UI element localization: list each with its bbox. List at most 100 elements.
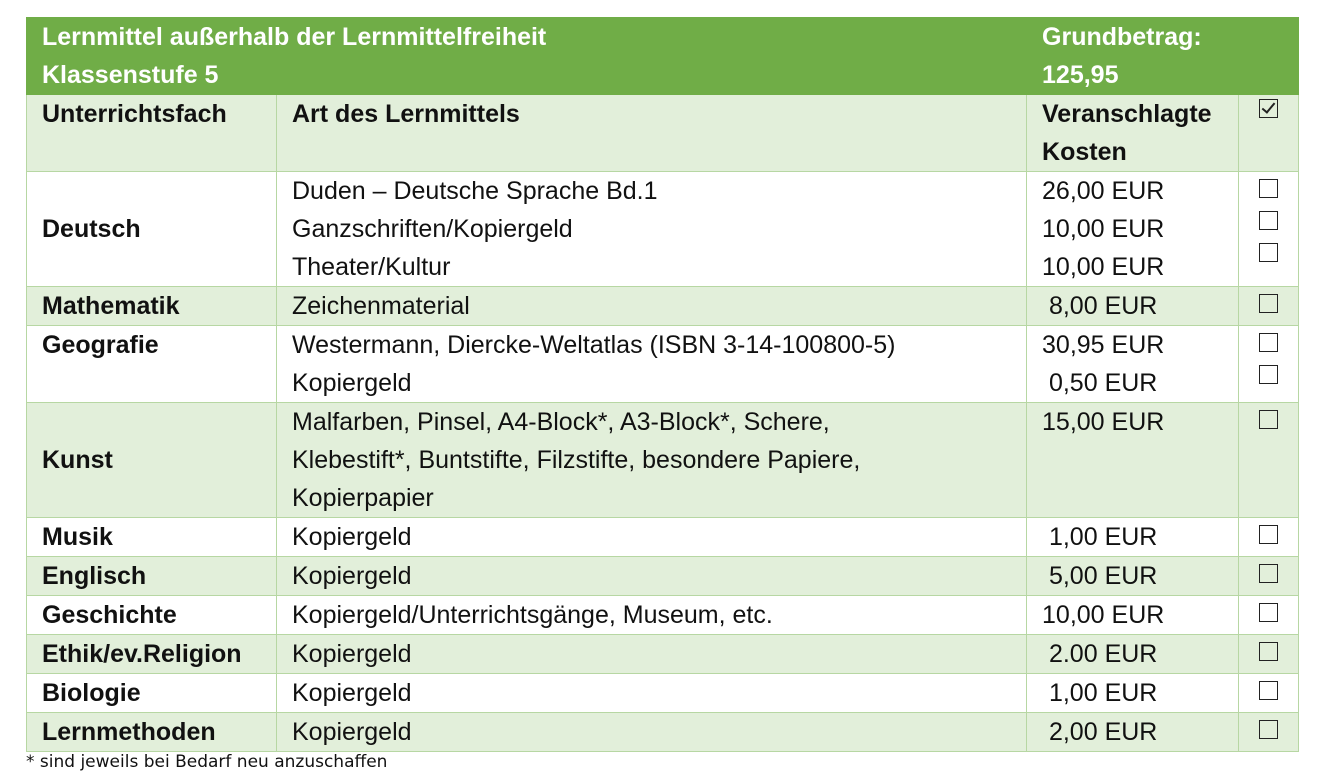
checkbox-cell: [1238, 517, 1300, 557]
item-line: Theater/Kultur: [292, 253, 451, 281]
item-line: Zeichenmaterial: [292, 292, 470, 320]
subject-cell: Musik: [26, 517, 277, 557]
item-line: Kopiergeld: [292, 562, 412, 590]
cost-value: 0,50 EUR: [1042, 369, 1158, 397]
cost-value: 1,00 EUR: [1042, 523, 1158, 551]
checkbox-icon[interactable]: [1259, 720, 1279, 739]
cost-value: 26,00 EUR: [1042, 177, 1165, 205]
checkbox-icon[interactable]: [1259, 681, 1279, 700]
col-header-subject: Unterrichtsfach: [26, 94, 277, 172]
checkbox-icon[interactable]: [1259, 525, 1279, 544]
checkbox-icon[interactable]: [1259, 294, 1279, 313]
lernmittel-table: Lernmittel außerhalb der Lernmittelfreih…: [25, 17, 1300, 752]
item-cell: Zeichenmaterial: [275, 286, 1028, 326]
cost-cell: 2,00 EUR: [1026, 712, 1240, 752]
table-row: Lernmethoden Kopiergeld 2,00 EUR: [26, 712, 1300, 752]
cost-value: 5,00 EUR: [1042, 562, 1158, 590]
item-line: Klebestift*, Buntstifte, Filzstifte, bes…: [292, 446, 861, 474]
col-header-cost-line-2: Kosten: [1042, 138, 1127, 166]
checkbox-icon[interactable]: [1259, 564, 1279, 583]
checkbox-icon[interactable]: [1259, 211, 1279, 230]
checkbox-cell: [1238, 634, 1300, 674]
checkbox-icon[interactable]: [1259, 179, 1279, 198]
checkbox-icon[interactable]: [1259, 603, 1279, 622]
cost-value: 10,00 EUR: [1042, 215, 1165, 243]
cost-value: 1,00 EUR: [1042, 679, 1158, 707]
item-cell: Kopiergeld: [275, 634, 1028, 674]
subject-cell: Mathematik: [26, 286, 277, 326]
subject-cell: Kunst: [26, 402, 277, 518]
cost-cell: 30,95 EUR 0,50 EUR: [1026, 325, 1240, 403]
item-cell: Westermann, Diercke-Weltatlas (ISBN 3-14…: [275, 325, 1028, 403]
item-line: Malfarben, Pinsel, A4-Block*, A3-Block*,…: [292, 408, 830, 436]
cost-cell: 5,00 EUR: [1026, 556, 1240, 596]
cost-value: 30,95 EUR: [1042, 331, 1165, 359]
footnote: * sind jeweils bei Bedarf neu anzuschaff…: [26, 752, 388, 772]
table-row: Biologie Kopiergeld 1,00 EUR: [26, 673, 1300, 713]
checkbox-icon[interactable]: [1259, 642, 1279, 661]
checkbox-cell: [1238, 556, 1300, 596]
checked-checkbox-icon[interactable]: [1259, 99, 1279, 118]
checkbox-icon[interactable]: [1259, 410, 1279, 429]
checkbox-icon[interactable]: [1259, 365, 1279, 384]
col-header-cost: Veranschlagte Kosten: [1026, 94, 1240, 172]
grundbetrag: Grundbetrag: 125,95: [1026, 17, 1300, 95]
item-cell: Duden – Deutsche Sprache Bd.1 Ganzschrift…: [275, 171, 1028, 287]
item-cell: Kopiergeld/Unterrichtsgänge, Museum, etc…: [275, 595, 1028, 635]
table-row: Geografie Westermann, Diercke-Weltatlas (…: [26, 325, 1300, 403]
checkbox-cell: [1238, 171, 1300, 287]
subject-cell: Ethik/ev.Religion: [26, 634, 277, 674]
cost-cell: 15,00 EUR: [1026, 402, 1240, 518]
grundbetrag-label: Grundbetrag:: [1042, 23, 1202, 51]
item-line: Ganzschriften/Kopiergeld: [292, 215, 573, 243]
column-header-row: Unterrichtsfach Art des Lernmittels Vera…: [26, 94, 1300, 172]
grundbetrag-value: 125,95: [1042, 61, 1119, 89]
item-line: Kopiergeld: [292, 369, 412, 397]
cost-cell: 1,00 EUR: [1026, 673, 1240, 713]
col-header-cost-line-1: Veranschlagte: [1042, 100, 1212, 128]
item-line: Kopiergeld/Unterrichtsgänge, Museum, etc…: [292, 601, 773, 629]
item-line: Westermann, Diercke-Weltatlas (ISBN 3-14…: [292, 331, 896, 359]
item-line: Kopierpapier: [292, 484, 434, 512]
table-title: Lernmittel außerhalb der Lernmittelfreih…: [25, 17, 1028, 95]
table-row: Geschichte Kopiergeld/Unterrichtsgänge, M…: [26, 595, 1300, 635]
item-line: Kopiergeld: [292, 679, 412, 707]
item-cell: Kopiergeld: [275, 673, 1028, 713]
checkbox-icon[interactable]: [1259, 333, 1279, 352]
table-row: Kunst Malfarben, Pinsel, A4-Block*, A3-Bl…: [26, 402, 1300, 518]
item-line: Duden – Deutsche Sprache Bd.1: [292, 177, 658, 205]
cost-value: 8,00 EUR: [1042, 292, 1158, 320]
table-row: Englisch Kopiergeld 5,00 EUR: [26, 556, 1300, 596]
subject-cell: Geschichte: [26, 595, 277, 635]
cost-value: 15,00 EUR: [1042, 408, 1165, 436]
subject-cell: Deutsch: [26, 171, 277, 287]
cost-cell: 10,00 EUR: [1026, 595, 1240, 635]
checkbox-cell: [1238, 325, 1300, 403]
subject-cell: Geografie: [26, 325, 277, 403]
table-row: Mathematik Zeichenmaterial 8,00 EUR: [26, 286, 1300, 326]
cost-value: 10,00 EUR: [1042, 601, 1165, 629]
cost-cell: 26,00 EUR 10,00 EUR 10,00 EUR: [1026, 171, 1240, 287]
table-row: Deutsch Duden – Deutsche Sprache Bd.1 Ganz…: [26, 171, 1300, 287]
cost-value: 2,00 EUR: [1042, 718, 1158, 746]
checkbox-cell: [1238, 286, 1300, 326]
item-line: Kopiergeld: [292, 640, 412, 668]
item-line: Kopiergeld: [292, 523, 412, 551]
item-cell: Kopiergeld: [275, 712, 1028, 752]
table-title-row: Lernmittel außerhalb der Lernmittelfreih…: [25, 17, 1300, 95]
title-line-1: Lernmittel außerhalb der Lernmittelfreih…: [42, 23, 547, 51]
checkbox-icon[interactable]: [1259, 243, 1279, 262]
cost-cell: 8,00 EUR: [1026, 286, 1240, 326]
cost-cell: 1,00 EUR: [1026, 517, 1240, 557]
subject-cell: Lernmethoden: [26, 712, 277, 752]
item-line: Kopiergeld: [292, 718, 412, 746]
item-cell: Kopiergeld: [275, 517, 1028, 557]
checkbox-cell: [1238, 595, 1300, 635]
subject-cell: Biologie: [26, 673, 277, 713]
item-cell: Malfarben, Pinsel, A4-Block*, A3-Block*,…: [275, 402, 1028, 518]
col-header-check: [1238, 94, 1300, 172]
col-header-item: Art des Lernmittels: [275, 94, 1028, 172]
checkbox-cell: [1238, 402, 1300, 518]
cost-value: 10,00 EUR: [1042, 253, 1165, 281]
table-row: Ethik/ev.Religion Kopiergeld 2.00 EUR: [26, 634, 1300, 674]
